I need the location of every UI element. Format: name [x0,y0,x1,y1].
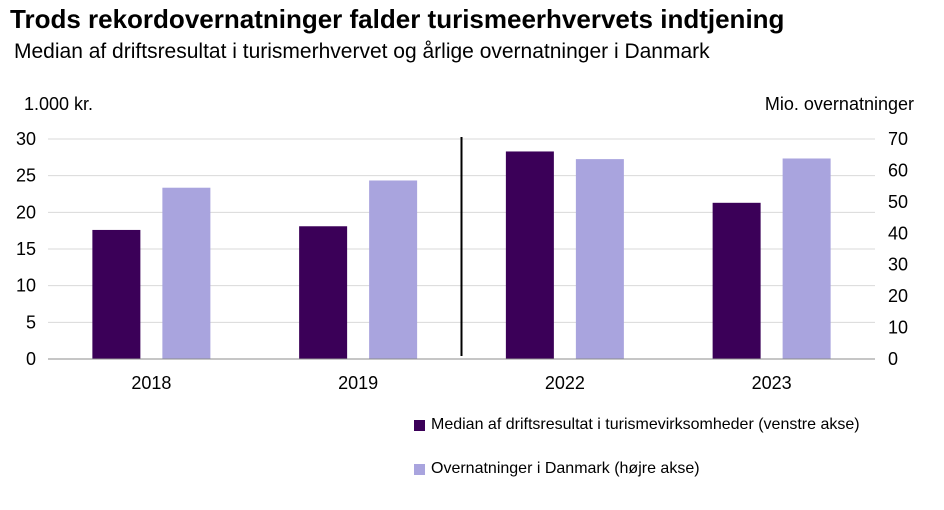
legend-label-driftsresultat: Median af driftsresultat i turismevirkso… [431,416,860,433]
y-tick-label: 20 [16,202,36,222]
y2-tick-label: 30 [888,255,908,275]
y2-tick-label: 40 [888,223,908,243]
y2-tick-label: 60 [888,160,908,180]
legend-swatch-driftsresultat [414,419,425,431]
bar-driftsresultat [712,202,761,359]
x-tick-label: 2022 [545,373,585,393]
y-tick-label: 30 [16,129,36,149]
y2-tick-label: 70 [888,129,908,149]
bar-driftsresultat [299,226,348,359]
legend-item-overnatninger: Overnatninger i Danmark (højre akse) [414,460,700,478]
x-tick-label: 2019 [338,373,378,393]
right-axis-label: Mio. overnatninger [764,94,914,114]
y-tick-label: 25 [16,166,36,186]
y-tick-label: 5 [26,312,36,332]
legend-swatch-overnatninger [414,463,425,475]
bar-overnatninger [782,158,831,359]
bar-driftsresultat [505,151,554,359]
bar-driftsresultat [92,229,141,359]
y2-tick-label: 50 [888,192,908,212]
bar-overnatninger [162,187,211,359]
y2-tick-label: 10 [888,318,908,338]
left-axis-label: 1.000 kr. [24,94,94,114]
bar-overnatninger [369,180,418,359]
y2-tick-label: 0 [888,349,898,369]
x-tick-label: 2023 [752,373,792,393]
y2-tick-label: 20 [888,286,908,306]
y-tick-label: 0 [26,349,36,369]
legend-item-driftsresultat: Median af driftsresultat i turismevirkso… [414,416,860,434]
chart-title: Trods rekordovernatninger falder turisme… [10,4,785,34]
chart-subtitle: Median af driftsresultat i turismerhverv… [14,40,710,63]
y-tick-label: 10 [16,276,36,296]
bar-overnatninger [575,159,624,359]
x-tick-label: 2018 [131,373,171,393]
legend-label-overnatninger: Overnatninger i Danmark (højre akse) [431,460,700,477]
y-tick-label: 15 [16,239,36,259]
